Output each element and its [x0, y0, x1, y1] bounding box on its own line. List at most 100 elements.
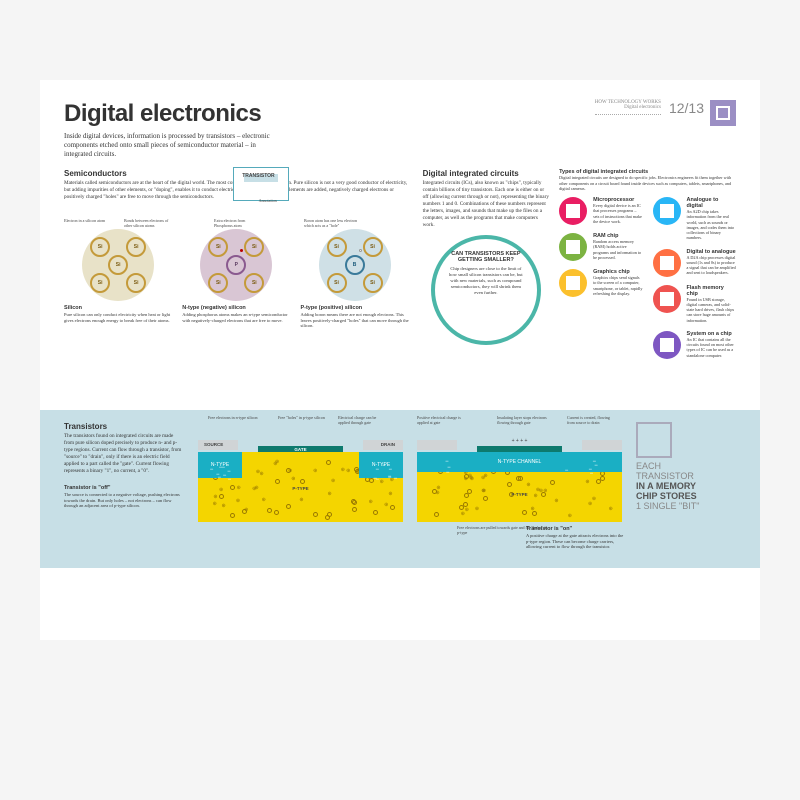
- chip-title: Digital to analogue: [687, 249, 736, 255]
- ann-a: Free electrons in n-type silicon: [208, 416, 258, 421]
- hole-symbol: [434, 512, 439, 517]
- chip-text: Every digital device is an IC that proce…: [593, 203, 642, 224]
- hole-symbol: [286, 504, 291, 509]
- hole-symbol: [275, 479, 280, 484]
- trans-body: The transistors found on integrated circ…: [64, 433, 184, 475]
- silicon-ntype: Si Si Si Si P N-type (negative) siliconA…: [182, 229, 290, 329]
- chip-text: An IC that contains all the circuits fou…: [687, 337, 736, 358]
- atom-si: Si: [208, 237, 228, 257]
- sil-title-0: Silicon: [64, 305, 82, 311]
- chip-text: An A2D chip takes information from the r…: [687, 209, 736, 241]
- ann-e: Insulating layer stops electrons flowing…: [497, 416, 547, 426]
- chip-text: Random access memory (RAM) holds active …: [593, 239, 642, 260]
- drain-label: DRAIN: [381, 442, 395, 447]
- atom-si: Si: [90, 237, 110, 257]
- p-label: P-TYPE: [292, 486, 308, 491]
- types-body: Digital integrated circuits are designed…: [559, 175, 736, 191]
- atom-si: Si: [363, 273, 383, 293]
- hole-symbol: [352, 507, 357, 512]
- transistor-text: Transistors The transistors found on int…: [64, 422, 184, 509]
- hole-symbol: [600, 476, 605, 481]
- chip-grid: Microprocessor Every digital device is a…: [559, 197, 736, 367]
- hole-symbol: [507, 482, 512, 487]
- hole-symbol: [532, 511, 537, 516]
- chip-text: A D2A chip processes digital sound (1s a…: [687, 255, 736, 276]
- hole-symbol: [351, 499, 356, 504]
- intro-text: Inside digital devices, information is p…: [64, 132, 284, 159]
- hole-symbol: [230, 513, 235, 518]
- atom-b: B: [345, 255, 365, 275]
- on-body: A positive charge at the gate attracts e…: [526, 533, 623, 549]
- sil-cap-0: Pure silicon can only conduct electricit…: [64, 312, 170, 323]
- chip-item: Analogue to digital An A2D chip takes in…: [653, 197, 736, 241]
- hole-symbol: [459, 505, 464, 510]
- atom-p: P: [226, 255, 246, 275]
- chip-text: Found in USB storage, digital cameras, a…: [687, 297, 736, 323]
- page-title: Digital electronics: [64, 100, 284, 128]
- side-fact: EACH TRANSISTOR IN A MEMORY CHIP STORES …: [636, 422, 736, 511]
- hole-dot: [359, 249, 362, 252]
- chip-title: System on a chip: [687, 331, 736, 337]
- drain-metal-on: [582, 440, 622, 450]
- breadcrumb: HOW TECHNOLOGY WORKS Digital electronics: [595, 100, 661, 115]
- chip-title: Flash memory chip: [687, 285, 736, 297]
- atom-si: Si: [90, 273, 110, 293]
- ann-electron: Electron in a silicon atom: [64, 219, 114, 224]
- trans-heading: Transistors: [64, 422, 184, 431]
- hole-symbol: [464, 493, 469, 498]
- chip-title: Analogue to digital: [687, 197, 736, 209]
- ann-b: Free "holes" in p-type silicon: [278, 416, 328, 421]
- hole-symbol: [390, 505, 395, 510]
- chip-item: Microprocessor Every digital device is a…: [559, 197, 642, 225]
- silicon-ptype: Si Si Si Si B P-type (positive) siliconA…: [300, 229, 408, 329]
- page-spread: Digital electronics Inside digital devic…: [40, 80, 760, 640]
- callout-body: Chip designers are close to the limit of…: [447, 266, 525, 296]
- page-number: 12/13: [669, 100, 704, 116]
- sil-title-2: P-type (positive) silicon: [300, 305, 362, 311]
- atom-si: Si: [327, 273, 347, 293]
- chip-icon: [653, 249, 681, 277]
- chip-item: Digital to analogue A D2A chip processes…: [653, 249, 736, 277]
- chip-item: Flash memory chip Found in USB storage, …: [653, 285, 736, 323]
- source-metal-on: [417, 440, 457, 450]
- hole-symbol: [325, 515, 330, 520]
- ann-d: Positive electrical charge is applied at…: [417, 416, 467, 426]
- transistor-on-diagram: Positive electrical charge is applied at…: [417, 422, 622, 552]
- hole-symbol: [313, 512, 318, 517]
- dic-heading: Digital integrated circuits: [423, 169, 549, 178]
- atom-si: Si: [244, 237, 264, 257]
- chip-item: Graphics chip Graphics chips send signal…: [559, 269, 642, 297]
- annotation-label: Annotation: [227, 199, 277, 204]
- n-channel: N-TYPE CHANNEL−−−−−−−−: [417, 452, 622, 472]
- sil-cap-1: Adding phosphorus atoms makes an n-type …: [182, 312, 287, 323]
- atom-si: Si: [244, 273, 264, 293]
- chip-icon: [653, 197, 681, 225]
- dic-body: Integrated circuits (ICs), also known as…: [423, 180, 549, 229]
- callout-heading: CAN TRANSISTORS KEEP GETTING SMALLER?: [447, 251, 525, 263]
- p-label-on: P-TYPE: [511, 492, 527, 497]
- hole-symbol: [373, 510, 378, 515]
- chip-text: Graphics chips send signals to the scree…: [593, 275, 642, 296]
- cpu-icon: [710, 100, 736, 126]
- silicon-row: Si Si Si Si Si SiliconPure silicon can o…: [64, 229, 409, 329]
- transistor-band: Transistors The transistors found on int…: [40, 410, 760, 568]
- ann-f: Current is created, flowing from source …: [567, 416, 617, 426]
- transistor-label: TRANSISTOR: [225, 173, 275, 179]
- hole-symbol: [267, 508, 272, 513]
- callout-circle: CAN TRANSISTORS KEEP GETTING SMALLER? Ch…: [431, 235, 541, 345]
- chip-glyph-icon: [636, 422, 672, 458]
- chip-icon: [559, 233, 587, 261]
- ann-c: Electrical charge can be applied through…: [338, 416, 388, 426]
- hole-symbol: [522, 510, 527, 515]
- free-electron-dot: [240, 249, 243, 252]
- sil-cap-2: Adding boron means there are not enough …: [300, 312, 408, 328]
- ann-boron: Boron atom has one less electron which a…: [304, 219, 364, 229]
- hole-symbol: [550, 480, 555, 485]
- ann-bonds: Bonds between electrons of other silicon…: [124, 219, 174, 229]
- chip-item: System on a chip An IC that contains all…: [653, 331, 736, 359]
- chip-icon: [559, 269, 587, 297]
- hole-symbol: [300, 479, 305, 484]
- hole-symbol: [432, 489, 437, 494]
- chip-item: RAM chip Random access memory (RAM) hold…: [559, 233, 642, 261]
- ann-extra: Extra electron from Phosphorus atom: [214, 219, 264, 229]
